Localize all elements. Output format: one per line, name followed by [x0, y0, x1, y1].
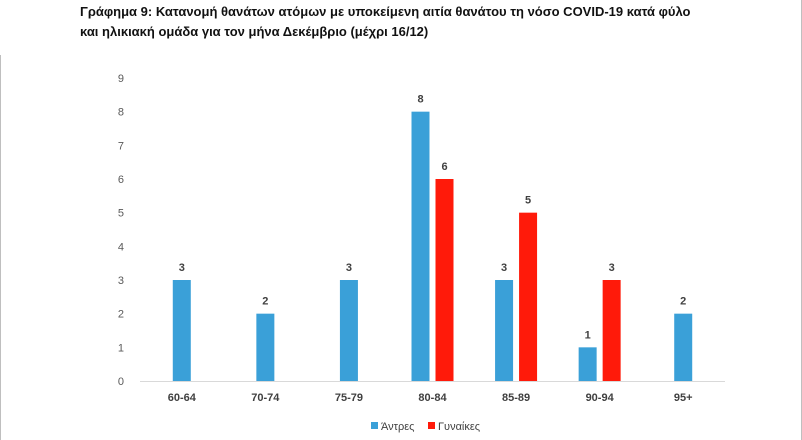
- bar-men: [674, 313, 693, 381]
- legend-swatch-women: [428, 422, 435, 429]
- y-tick-label: 6: [118, 174, 124, 186]
- chart-title: Γράφημα 9: Κατανομή θανάτων ατόμων με υπ…: [80, 2, 795, 42]
- chart-title-line-2: και ηλικιακή ομάδα για τον μήνα Δεκέμβρι…: [80, 24, 429, 39]
- data-label: 3: [609, 262, 615, 274]
- y-tick-label: 1: [118, 342, 124, 354]
- data-label: 3: [501, 262, 507, 274]
- y-tick-label: 3: [118, 275, 124, 287]
- y-tick-label: 5: [118, 208, 124, 220]
- x-tick-label: 70-74: [251, 392, 280, 404]
- x-tick-label: 60-64: [168, 392, 197, 404]
- data-label: 1: [585, 329, 591, 341]
- bar-women: [602, 280, 621, 381]
- data-label: 6: [441, 161, 447, 173]
- y-tick-label: 4: [118, 241, 124, 253]
- bar-men: [578, 347, 597, 381]
- x-tick-label: 95+: [674, 392, 693, 404]
- y-tick-label: 0: [118, 376, 124, 388]
- data-label: 3: [346, 262, 352, 274]
- y-tick-label: 7: [118, 140, 124, 152]
- bar-men: [339, 280, 358, 381]
- legend-label-men: Άντρες: [381, 421, 414, 433]
- bar-women: [435, 179, 454, 381]
- bar-men: [172, 280, 191, 381]
- data-label: 3: [179, 262, 185, 274]
- data-label: 2: [680, 296, 686, 308]
- y-tick-label: 9: [118, 73, 124, 85]
- bar-women: [519, 212, 538, 381]
- bar-men: [256, 313, 275, 381]
- legend-swatch-men: [371, 422, 378, 429]
- y-tick-label: 2: [118, 309, 124, 321]
- bar-men: [411, 111, 430, 382]
- chart-title-line-1: Γράφημα 9: Κατανομή θανάτων ατόμων με υπ…: [80, 4, 691, 19]
- x-tick-label: 80-84: [418, 392, 447, 404]
- x-tick-label: 90-94: [586, 392, 615, 404]
- data-label: 2: [262, 296, 268, 308]
- bar-men: [495, 280, 514, 381]
- y-tick-label: 8: [118, 107, 124, 119]
- frame-left-border: [0, 55, 1, 440]
- x-tick-label: 85-89: [502, 392, 530, 404]
- data-label: 5: [525, 195, 531, 207]
- x-tick-label: 75-79: [335, 392, 363, 404]
- legend-label-women: Γυναίκες: [438, 421, 480, 433]
- data-label: 8: [417, 94, 423, 106]
